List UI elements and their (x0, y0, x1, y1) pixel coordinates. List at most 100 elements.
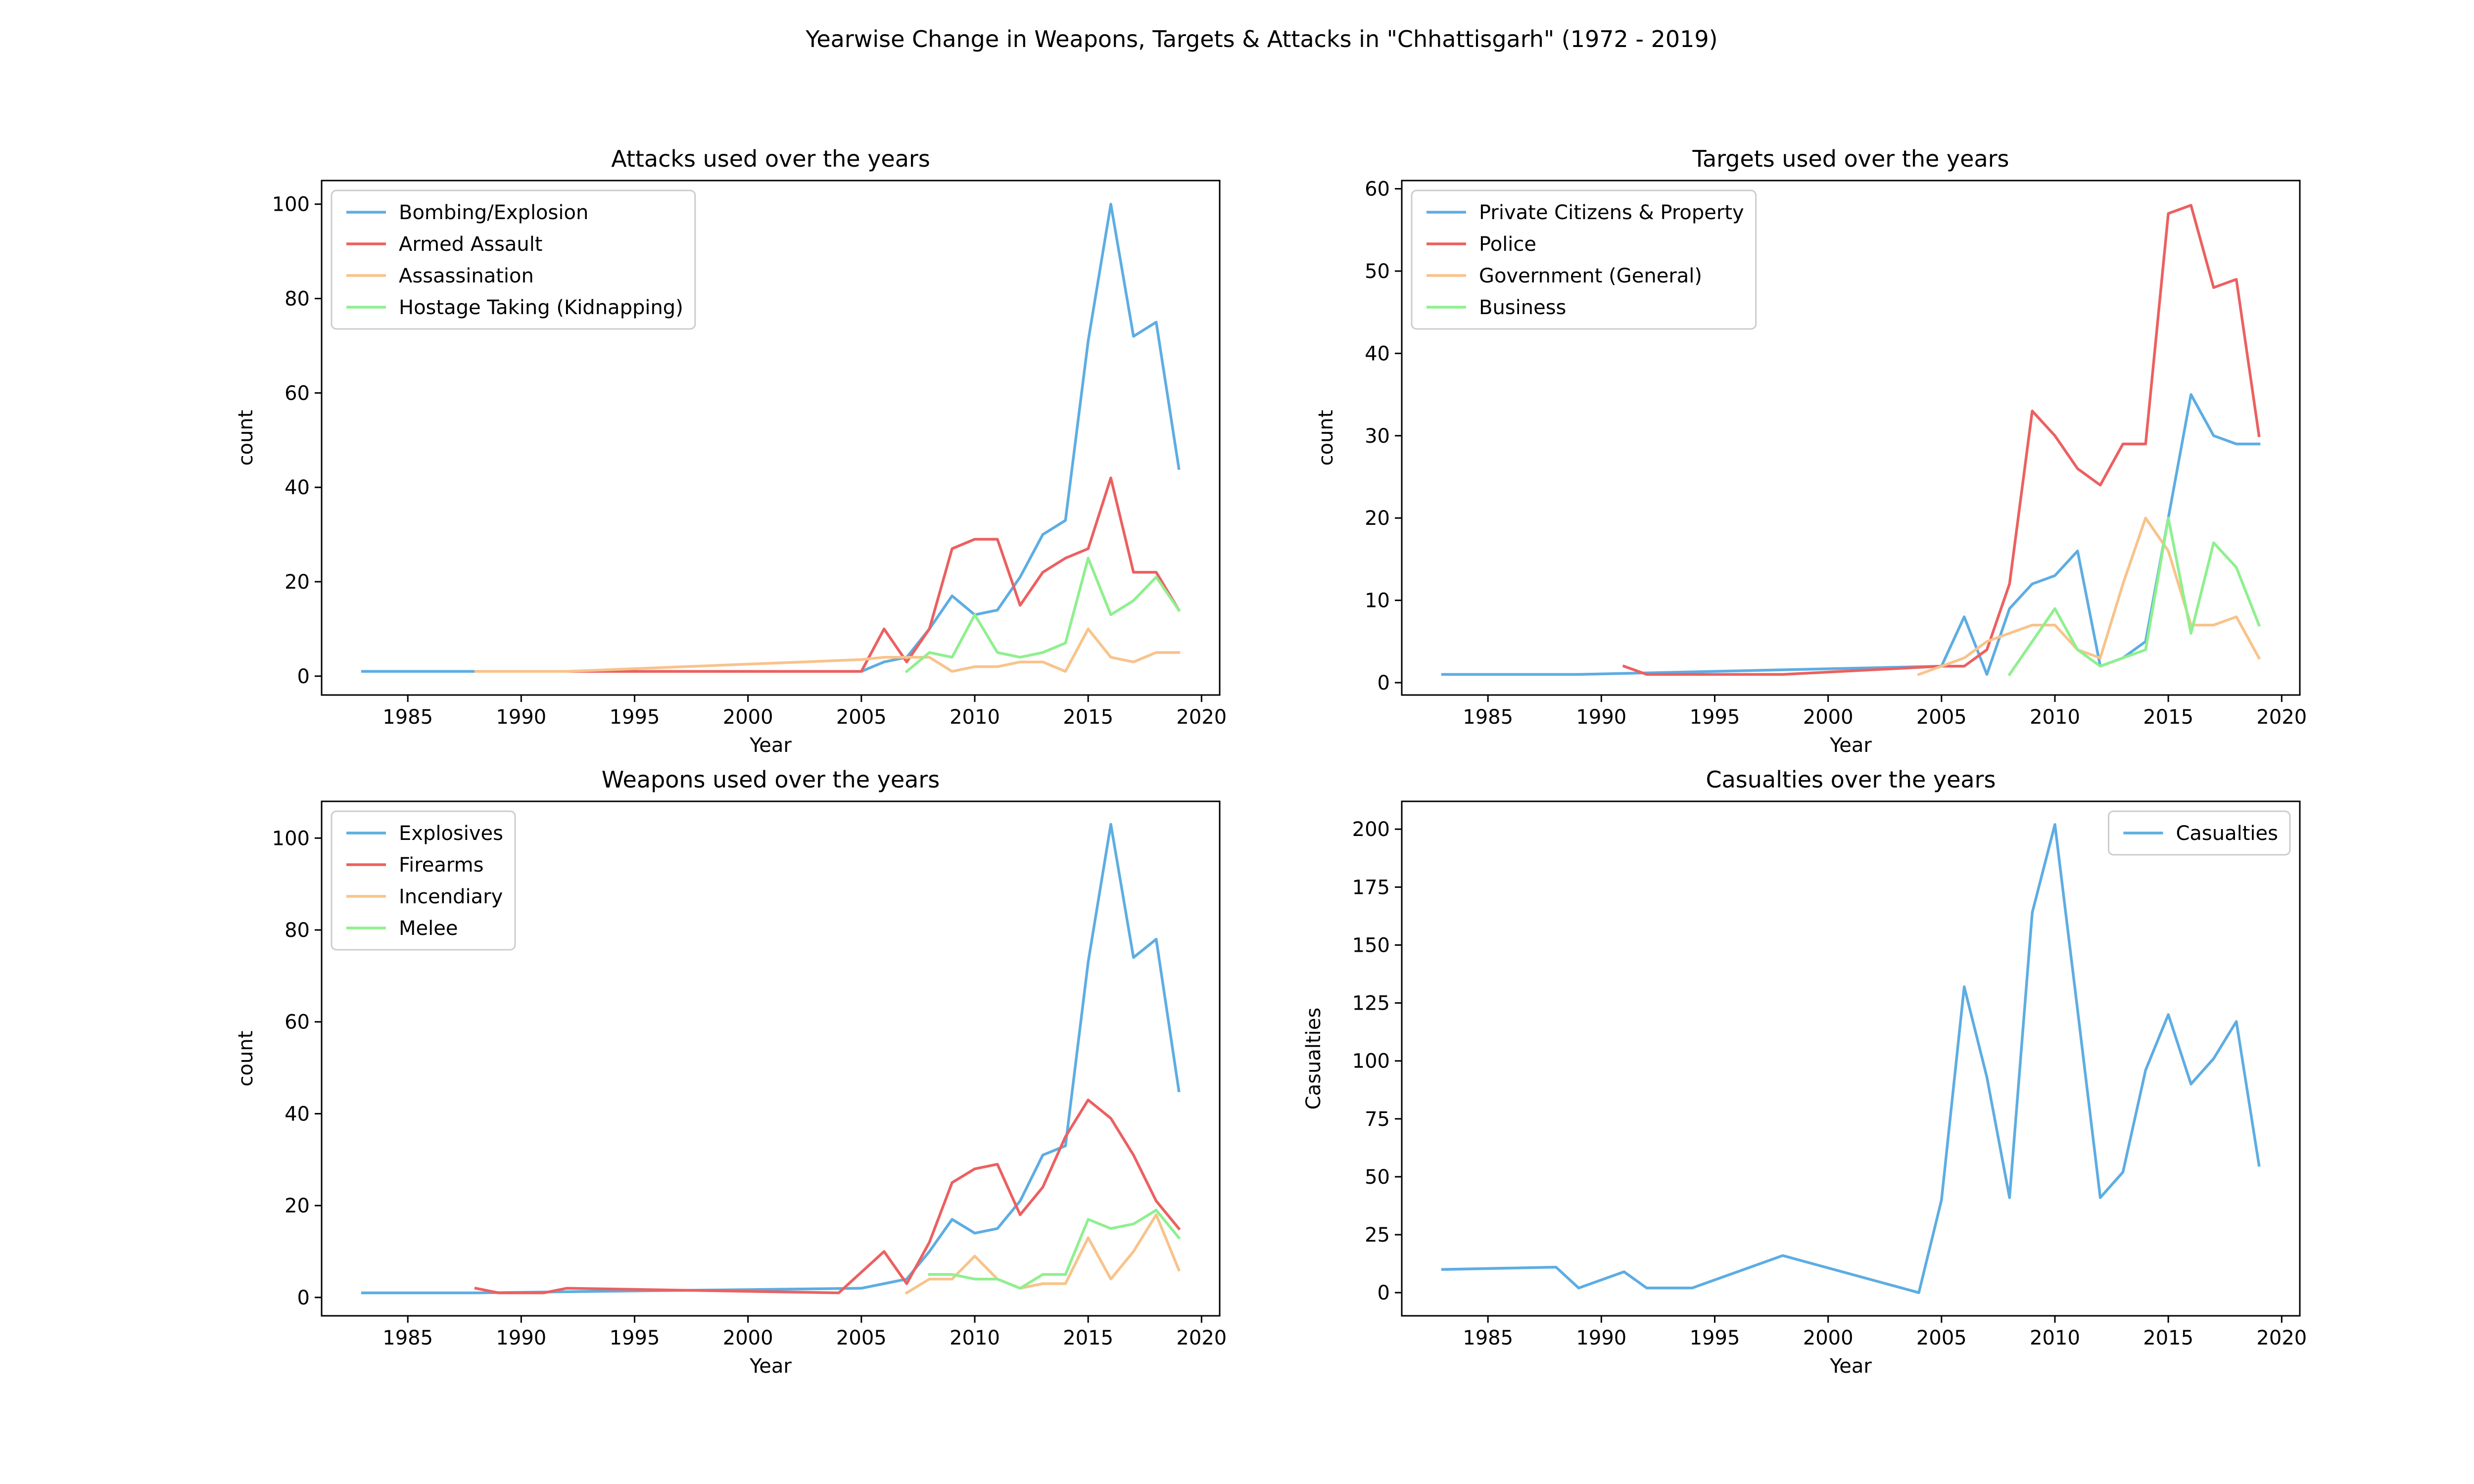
attacks-series-bombing-explosion-line (361, 202, 1181, 673)
casualties-x-tick-label: 2000 (1803, 1327, 1854, 1349)
weapons-x-tick-label: 2015 (1063, 1327, 1113, 1349)
targets-axes-frame (1401, 180, 2301, 696)
targets-chart-title: Targets used over the years (1692, 145, 2009, 172)
targets-legend-label-private-citizens-property: Private Citizens & Property (1479, 201, 1744, 224)
casualties-y-tick-label: 75 (1365, 1108, 1390, 1131)
weapons-x-tick-label: 1990 (496, 1327, 546, 1349)
casualties-legend-box (2107, 810, 2291, 856)
attacks-legend-label-armed-assault: Armed Assault (399, 233, 543, 256)
attacks-legend-label-hostage-taking-kidnapping: Hostage Taking (Kidnapping) (399, 296, 683, 319)
casualties-x-tick-label: 2020 (2256, 1327, 2307, 1349)
targets-legend-label-government-general: Government (General) (1479, 265, 1702, 287)
casualties-y-axis-label: Casualties (1302, 1008, 1325, 1110)
weapons-x-tick-label: 2005 (836, 1327, 887, 1349)
weapons-series-explosives-line (361, 823, 1181, 1295)
casualties-series-casualties-line (1441, 823, 2261, 1294)
targets-y-tick-label: 20 (1365, 507, 1390, 530)
weapons-legend-label-melee: Melee (399, 917, 458, 940)
targets-legend: Private Citizens & Property Police Governm… (1411, 189, 1757, 330)
weapons-axes-frame (321, 800, 1221, 1317)
casualties-x-tick-label: 2010 (2030, 1327, 2080, 1349)
casualties-chart: 1985 1990 1995 2000 2005 2010 2015 2020 0 25 50 75 1… (1302, 766, 2307, 1378)
targets-legend-label-police: Police (1479, 233, 1536, 256)
weapons-y-tick-label: 40 (285, 1103, 310, 1125)
casualties-y-tick-label: 0 (1378, 1282, 1390, 1304)
attacks-legend-label-bombing-explosion: Bombing/Explosion (399, 201, 588, 224)
attacks-x-tick-label: 2010 (950, 706, 1000, 729)
attacks-y-tick-label: 0 (297, 665, 310, 688)
targets-y-tick-label: 40 (1365, 342, 1390, 365)
casualties-y-tick-label: 50 (1365, 1166, 1390, 1189)
weapons-x-tick-label: 2000 (723, 1327, 773, 1349)
targets-series-private-citizens-property-line (1441, 393, 2261, 676)
targets-x-tick-label: 2010 (2030, 706, 2080, 729)
casualties-x-tick-label: 2015 (2143, 1327, 2193, 1349)
casualties-legend: Casualties (2107, 810, 2291, 856)
targets-y-tick-label: 0 (1378, 672, 1390, 695)
targets-x-tick-label: 1995 (1690, 706, 1740, 729)
attacks-y-tick-label: 40 (285, 476, 310, 499)
casualties-x-tick-label: 2005 (1916, 1327, 1967, 1349)
targets-x-axis-label: Year (1829, 734, 1872, 757)
targets-x-tick-label: 2000 (1803, 706, 1854, 729)
attacks-x-tick-label: 1995 (610, 706, 660, 729)
weapons-series-incendiary-line (904, 1213, 1181, 1295)
attacks-x-tick-label: 1990 (496, 706, 546, 729)
attacks-series-hostage-taking-kidnapping-line (904, 556, 1181, 674)
casualties-x-axis-label: Year (1829, 1355, 1872, 1378)
attacks-series-assassination-line (474, 627, 1181, 673)
figure-title: Yearwise Change in Weapons, Targets & At… (805, 26, 1717, 52)
casualties-x-tick-label: 1990 (1576, 1327, 1626, 1349)
casualties-axes-frame (1401, 800, 2301, 1317)
attacks-legend: Bombing/Explosion Armed Assault Assassinat… (331, 189, 696, 330)
casualties-y-tick-label: 200 (1352, 818, 1390, 841)
weapons-y-tick-label: 60 (285, 1011, 310, 1034)
attacks-y-tick-label: 20 (285, 571, 310, 594)
weapons-chart-title: Weapons used over the years (602, 766, 940, 793)
targets-x-tick-label: 1990 (1576, 706, 1626, 729)
attacks-x-tick-label: 1985 (382, 706, 433, 729)
casualties-x-tick-label: 1995 (1690, 1327, 1740, 1349)
attacks-x-tick-label: 2015 (1063, 706, 1113, 729)
weapons-chart: 1985 1990 1995 2000 2005 2010 2015 2020 0 20 40 60 8… (235, 766, 1227, 1378)
attacks-axes-frame (321, 180, 1221, 696)
attacks-x-tick-label: 2005 (836, 706, 887, 729)
targets-x-tick-label: 2015 (2143, 706, 2193, 729)
weapons-x-tick-label: 2010 (950, 1327, 1000, 1349)
weapons-x-tick-label: 1985 (382, 1327, 433, 1349)
casualties-y-tick-label: 100 (1352, 1050, 1390, 1073)
weapons-y-axis-label: count (235, 1031, 257, 1087)
attacks-y-tick-label: 60 (285, 382, 310, 405)
weapons-series-firearms-line (474, 1098, 1181, 1295)
targets-series-business-line (2007, 516, 2261, 677)
targets-legend-box (1411, 189, 1757, 330)
targets-x-tick-label: 1985 (1463, 706, 1513, 729)
casualties-y-tick-label: 175 (1352, 876, 1390, 899)
attacks-series-armed-assault-line (474, 476, 1181, 673)
weapons-legend-label-explosives: Explosives (399, 822, 503, 845)
targets-y-axis-label: count (1315, 410, 1337, 466)
weapons-y-tick-label: 80 (285, 919, 310, 942)
attacks-legend-label-assassination: Assassination (399, 265, 534, 287)
casualties-y-tick-label: 150 (1352, 934, 1390, 957)
weapons-legend-label-firearms: Firearms (399, 854, 483, 877)
targets-x-tick-label: 2020 (2256, 706, 2307, 729)
attacks-y-axis-label: count (235, 410, 257, 466)
targets-y-tick-label: 50 (1365, 260, 1390, 283)
attacks-y-tick-label: 100 (272, 193, 310, 216)
weapons-y-tick-label: 20 (285, 1195, 310, 1217)
attacks-legend-box (331, 189, 696, 330)
weapons-y-tick-label: 100 (272, 827, 310, 850)
weapons-x-tick-label: 2020 (1176, 1327, 1227, 1349)
attacks-x-tick-label: 2020 (1176, 706, 1227, 729)
attacks-y-tick-label: 80 (285, 288, 310, 311)
weapons-legend: Explosives Firearms Incendiary Melee (331, 810, 516, 951)
targets-legend-label-business: Business (1479, 296, 1566, 319)
attacks-chart: 1985 1990 1995 2000 2005 2010 2015 2020 0 20 40 60 8… (235, 145, 1227, 757)
casualties-chart-title: Casualties over the years (1706, 766, 1996, 793)
attacks-x-tick-label: 2000 (723, 706, 773, 729)
weapons-series-melee-line (928, 1208, 1181, 1290)
casualties-y-tick-label: 25 (1365, 1224, 1390, 1247)
targets-y-tick-label: 10 (1365, 590, 1390, 612)
targets-y-tick-label: 30 (1365, 425, 1390, 448)
